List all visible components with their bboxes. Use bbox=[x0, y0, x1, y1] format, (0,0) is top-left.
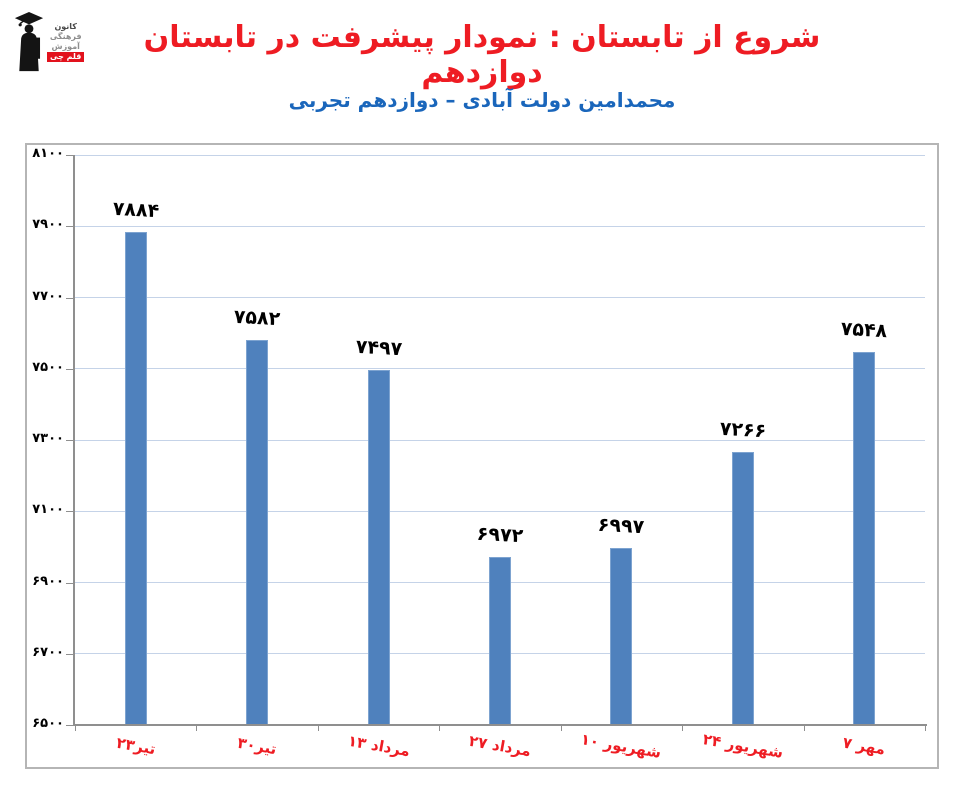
y-axis-tick-label: ۷۵۰۰ bbox=[32, 359, 64, 375]
y-axis-tick bbox=[66, 725, 73, 726]
x-axis-tick bbox=[803, 725, 805, 731]
bar-value-label: ۷۸۸۴ bbox=[111, 197, 160, 223]
bar bbox=[489, 556, 511, 725]
logo-text-line: کانون bbox=[54, 21, 77, 31]
logo-badge: قلم چی bbox=[47, 52, 85, 63]
page-title: شروع از تابستان : نمودار پیشرفت در تابست… bbox=[143, 20, 821, 90]
y-axis-tick bbox=[66, 368, 73, 370]
bar bbox=[367, 369, 390, 725]
gridline bbox=[75, 225, 925, 227]
y-axis-tick-label: ۷۷۰۰ bbox=[32, 288, 64, 304]
x-axis-tick bbox=[196, 725, 198, 731]
logo-text-line: فرهنگی bbox=[49, 31, 82, 41]
y-axis-tick-label: ۶۹۰۰ bbox=[32, 573, 64, 589]
x-axis-category-label: ۷ مهر bbox=[841, 733, 887, 759]
bar bbox=[731, 452, 754, 725]
x-axis-category-label: ۱۳ مرداد bbox=[346, 731, 411, 761]
bar bbox=[853, 351, 876, 725]
x-axis-category-label: ۲۷ مرداد bbox=[467, 731, 533, 761]
page-subtitle: محمدامین دولت آبادی – دوازدهم تجربی bbox=[288, 88, 676, 112]
y-axis-tick bbox=[66, 582, 73, 584]
y-axis-tick-label: ۷۹۰۰ bbox=[32, 217, 64, 233]
y-axis-tick-label: ۶۷۰۰ bbox=[32, 644, 64, 660]
logo-text-block: کانون فرهنگی آموزش قلم چی bbox=[47, 21, 85, 63]
x-axis-tick bbox=[75, 725, 76, 731]
bar-chart: ۶۵۰۰ ۶۷۰۰ ۶۹۰۰ ۷۱۰۰ ۷۳۰۰ ۷۵۰۰ ۷۷۰۰ ۷۹۰۰ ۸۱۰۰ ۷۸۸۴… bbox=[25, 143, 939, 769]
bar bbox=[246, 339, 269, 725]
x-axis-tick bbox=[560, 725, 562, 731]
bar-value-label: ۷۲۶۶ bbox=[719, 417, 767, 443]
y-axis-tick-label: ۷۳۰۰ bbox=[32, 431, 64, 446]
graduate-icon bbox=[14, 12, 44, 72]
x-axis-tick bbox=[682, 725, 684, 731]
x-axis-tick bbox=[317, 725, 319, 731]
bar-value-label: ۷۵۸۲ bbox=[233, 305, 281, 330]
y-axis-tick bbox=[66, 155, 73, 156]
y-axis-tick-label: ۶۵۰۰ bbox=[32, 716, 64, 731]
bar-value-label: ۶۹۷۲ bbox=[476, 522, 524, 548]
bar-value-label: ۶۹۹۷ bbox=[597, 513, 646, 539]
logo-text-line: آموزش bbox=[51, 41, 80, 51]
x-axis-category-label: ۲۴ شهریور bbox=[701, 730, 785, 762]
x-axis-category-label: ۲۳تیر bbox=[114, 733, 157, 759]
y-axis-tick bbox=[66, 511, 73, 513]
gridline bbox=[75, 297, 925, 298]
x-axis-tick bbox=[439, 725, 441, 731]
y-axis-tick bbox=[66, 653, 73, 655]
y-axis-tick bbox=[66, 297, 73, 299]
bar-value-label: ۷۴۹۷ bbox=[354, 335, 403, 361]
bar bbox=[610, 547, 633, 725]
kanoon-logo: کانون فرهنگی آموزش قلم چی bbox=[14, 6, 85, 78]
x-axis-category-label: ۳۰تیر bbox=[236, 733, 279, 759]
bar-value-label: ۷۵۴۸ bbox=[840, 317, 889, 342]
y-axis-tick-label: ۸۱۰۰ bbox=[32, 146, 64, 161]
gridline bbox=[75, 439, 925, 441]
x-axis-category-label: ۱۰ شهریور bbox=[579, 730, 663, 762]
bar bbox=[124, 231, 147, 725]
gridline bbox=[75, 368, 925, 370]
x-axis-tick bbox=[925, 725, 926, 731]
x-axis-line bbox=[73, 724, 927, 726]
y-axis-tick bbox=[66, 226, 73, 228]
gridline bbox=[75, 510, 925, 512]
gridline bbox=[75, 154, 925, 156]
y-axis-line bbox=[73, 155, 75, 725]
y-axis-tick-label: ۷۱۰۰ bbox=[32, 502, 64, 518]
y-axis-tick bbox=[66, 440, 73, 441]
